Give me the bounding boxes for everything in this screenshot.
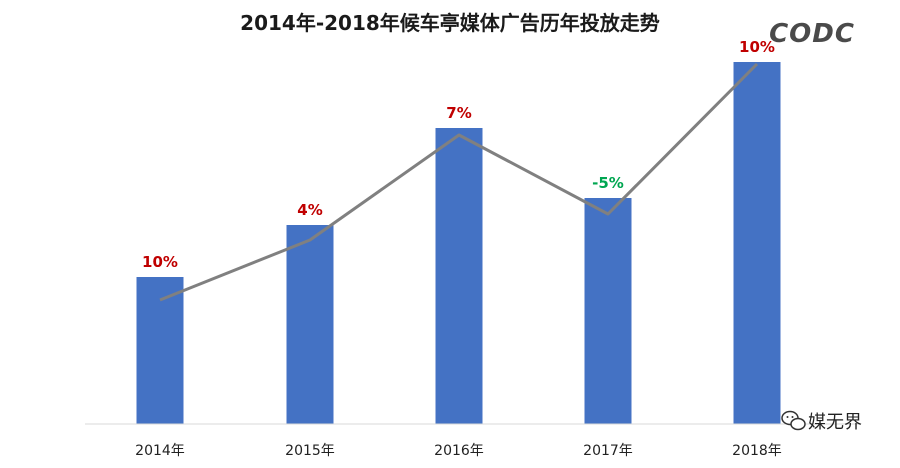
wechat-icon (781, 410, 806, 431)
chart-title: 2014年-2018年候车亭媒体广告历年投放走势 (240, 11, 660, 35)
bar-2016年 (435, 128, 483, 424)
bar-2017年 (584, 198, 632, 424)
bar-2015年 (286, 225, 334, 424)
trend-line (159, 62, 759, 302)
x-tick-2014年: 2014年 (135, 443, 185, 459)
bars-group (136, 62, 781, 424)
x-tick-2017年: 2017年 (583, 443, 633, 459)
data-labels-group: 10% 4% 7% -5% 10% (142, 38, 775, 271)
growth-label-2015年: 4% (297, 201, 322, 219)
codc-logo: CODC (769, 19, 855, 49)
x-tick-2018年: 2018年 (732, 443, 782, 459)
growth-label-2016年: 7% (446, 104, 471, 122)
growth-label-2014年: 10% (142, 253, 178, 271)
bar-2018年 (733, 62, 781, 424)
growth-label-2017年: -5% (592, 174, 624, 192)
x-tick-2015年: 2015年 (285, 443, 335, 459)
watermark-text: 媒无界 (808, 412, 862, 433)
bar-2014年 (136, 277, 184, 424)
x-tick-labels-group: 2014年 2015年 2016年 2017年 2018年 (135, 443, 782, 459)
growth-label-2018年: 10% (739, 38, 775, 56)
watermark: 媒无界 (781, 410, 862, 433)
x-tick-2016年: 2016年 (434, 443, 484, 459)
